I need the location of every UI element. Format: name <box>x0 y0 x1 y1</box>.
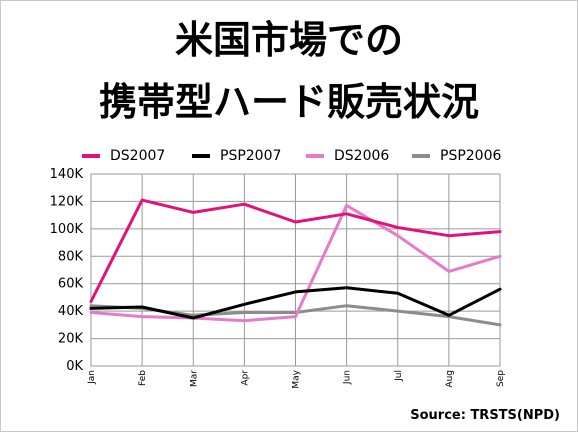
legend-swatch-psp2006 <box>412 154 430 158</box>
legend-label-psp2006: PSP2006 <box>440 148 502 164</box>
title-line-1: 米国市場での <box>174 18 403 62</box>
y-tick-label: 0K <box>66 359 83 374</box>
legend-swatch-psp2007 <box>192 154 210 158</box>
y-tick-label: 20K <box>58 332 84 347</box>
plot-border <box>90 173 501 367</box>
legend-label-ds2007: DS2007 <box>110 148 166 164</box>
source-caption: Source: TRSTS(NPD) <box>410 408 560 423</box>
x-tick-label: Jul <box>394 370 404 382</box>
x-tick-label: Mar <box>189 370 199 387</box>
legend-swatch-ds2006 <box>306 154 324 158</box>
y-tick-label: 120K <box>50 194 84 209</box>
x-tick-label: Jan <box>87 370 97 385</box>
x-tick-label: Apr <box>240 370 250 386</box>
y-tick-label: 100K <box>50 222 84 237</box>
title-line-2: 携帯型ハード販売状況 <box>98 80 479 124</box>
x-tick-label: Feb <box>138 370 148 386</box>
y-tick-label: 140K <box>50 167 84 182</box>
legend-item-ds2007: DS2007 <box>82 146 165 166</box>
legend-swatch-ds2007 <box>82 154 100 158</box>
y-tick-label: 60K <box>58 277 84 292</box>
y-tick-label: 40K <box>58 304 84 319</box>
legend-item-ds2006: DS2006 <box>306 146 389 166</box>
x-tick-label: Aug <box>445 370 455 388</box>
x-tick-label: Jun <box>343 370 353 385</box>
x-tick-label: Sep <box>496 370 506 387</box>
y-tick-label: 80K <box>58 249 84 264</box>
legend-label-psp2007: PSP2007 <box>220 148 282 164</box>
legend-label-ds2006: DS2006 <box>334 148 390 164</box>
legend-item-psp2006: PSP2006 <box>412 146 501 166</box>
legend-item-psp2007: PSP2007 <box>192 146 281 166</box>
x-tick-label: May <box>292 369 302 388</box>
chart-legend: DS2007 PSP2007 DS2006 PSP2006 <box>0 146 578 166</box>
